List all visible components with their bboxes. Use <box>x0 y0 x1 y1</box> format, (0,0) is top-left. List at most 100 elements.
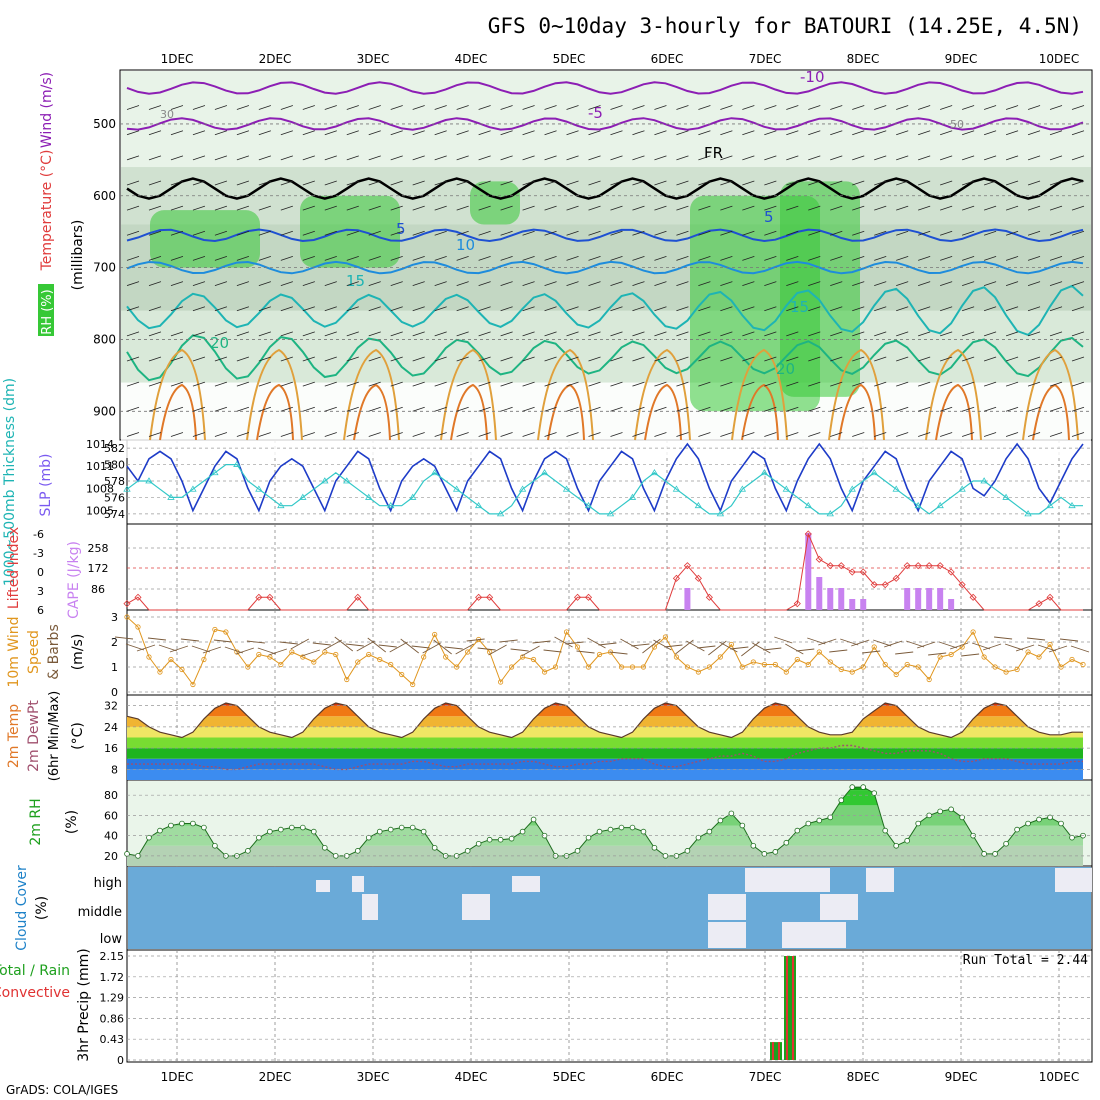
wind-barb <box>544 432 557 437</box>
wind-barb <box>522 281 535 286</box>
rh-point <box>629 824 636 831</box>
wind-barb <box>1071 281 1085 286</box>
wind-barb <box>1049 205 1063 211</box>
wind-barb-10m <box>971 642 991 650</box>
wind-speed-point <box>410 681 416 688</box>
wind-barb <box>1049 105 1063 110</box>
wind-barb-10m <box>1015 644 1035 652</box>
wind-barb <box>170 105 184 110</box>
rh-point <box>827 814 834 821</box>
wind-barb <box>522 432 535 437</box>
wind-barb-10m <box>268 648 287 656</box>
wind-barb <box>1005 281 1019 286</box>
wind-barb-10m <box>609 651 628 655</box>
wind-barb <box>566 180 579 186</box>
wind-speed-point <box>717 654 723 660</box>
wind-barb <box>874 306 887 312</box>
thickness-point <box>1046 501 1054 509</box>
cape-bar <box>838 588 845 610</box>
wind-barb <box>214 130 228 136</box>
wind-speed-point <box>706 664 712 670</box>
wind-barb <box>786 381 799 387</box>
wind-barb <box>961 230 975 236</box>
wind-barb <box>126 180 140 186</box>
wind-barb <box>786 155 799 161</box>
wind-barb <box>610 306 623 312</box>
wind-barb <box>302 281 315 286</box>
wind-barb <box>983 155 997 161</box>
wind-barb <box>896 205 909 211</box>
wind-barb <box>698 331 711 337</box>
rh-tick-label: 80 <box>104 789 118 802</box>
wind-barb <box>434 180 447 186</box>
wind-barb <box>830 432 843 437</box>
wind-barb <box>852 180 865 186</box>
wind-barb-10m <box>389 641 408 653</box>
wind-barb <box>786 180 799 186</box>
cape-axis-label: CAPE (J/kg) <box>66 541 82 619</box>
wind-barb <box>961 105 975 110</box>
wind-barb <box>961 432 975 437</box>
wind-barb-10m <box>763 647 782 651</box>
wind-barb <box>236 381 250 387</box>
cloud-axis-label: Cloud Cover <box>14 865 30 951</box>
temperature-contour <box>126 117 1084 131</box>
wind-barb <box>324 155 337 161</box>
wind-barb <box>346 155 359 161</box>
wind-barb-10m <box>466 638 485 642</box>
wind-barb <box>280 432 293 437</box>
wind-barb-10m <box>938 641 958 649</box>
wind-barb <box>983 306 997 312</box>
rh-point <box>146 834 152 841</box>
wind-barb <box>830 281 843 286</box>
wind-barb-10m <box>873 639 892 647</box>
thickness-tick-label: 582 <box>104 442 125 455</box>
wind-barb <box>874 356 887 362</box>
wind-barb <box>390 331 403 337</box>
wind-barb <box>500 406 513 412</box>
lifted-index-point <box>936 562 944 570</box>
wind-barb <box>390 105 403 110</box>
wind-barb <box>1071 105 1085 110</box>
wind-barb <box>192 381 206 387</box>
wind-barb <box>456 306 469 312</box>
wind-barb <box>500 230 513 236</box>
wind-barb <box>126 432 140 437</box>
wind-barb <box>940 230 953 236</box>
wind-speed-point <box>421 654 427 660</box>
rh2m-axis-label: 2m RH <box>28 798 44 845</box>
date-label-top: 7DEC <box>749 52 782 66</box>
lifted-index-point <box>573 593 582 601</box>
wind-barb <box>1027 256 1041 261</box>
wind-barb <box>676 230 689 236</box>
wind-barb <box>566 205 579 211</box>
lifted-index-point <box>804 530 812 538</box>
thickness-point <box>562 485 571 492</box>
wind-barb <box>610 331 623 337</box>
wind-barb <box>852 105 865 110</box>
wind-barb <box>676 281 689 286</box>
thickness-point <box>892 485 900 492</box>
wind-barb <box>808 406 821 412</box>
wind-barb <box>236 230 250 236</box>
wind-barb <box>764 230 777 236</box>
wind-barb <box>170 130 184 136</box>
cloud-tick-label: low <box>100 932 123 947</box>
wind-barb <box>632 406 645 412</box>
lifted-index-point <box>859 568 867 576</box>
wind-barb <box>456 356 469 362</box>
wind-barb <box>192 432 206 437</box>
thickness-point <box>826 510 834 517</box>
wind-barb <box>940 180 953 186</box>
lifted-index-point <box>892 574 900 582</box>
wind-barb-10m <box>334 636 354 652</box>
rh-point <box>761 851 768 857</box>
wind-tick-label: 2 <box>111 636 118 649</box>
rh-point <box>739 822 746 829</box>
wind10-label-part: Speed <box>26 630 42 674</box>
wind-barb <box>1027 180 1041 186</box>
cape-bar <box>915 588 922 610</box>
wind-speed-point <box>1047 641 1053 648</box>
wind-barb <box>500 356 513 362</box>
wind-speed-point <box>300 654 306 660</box>
